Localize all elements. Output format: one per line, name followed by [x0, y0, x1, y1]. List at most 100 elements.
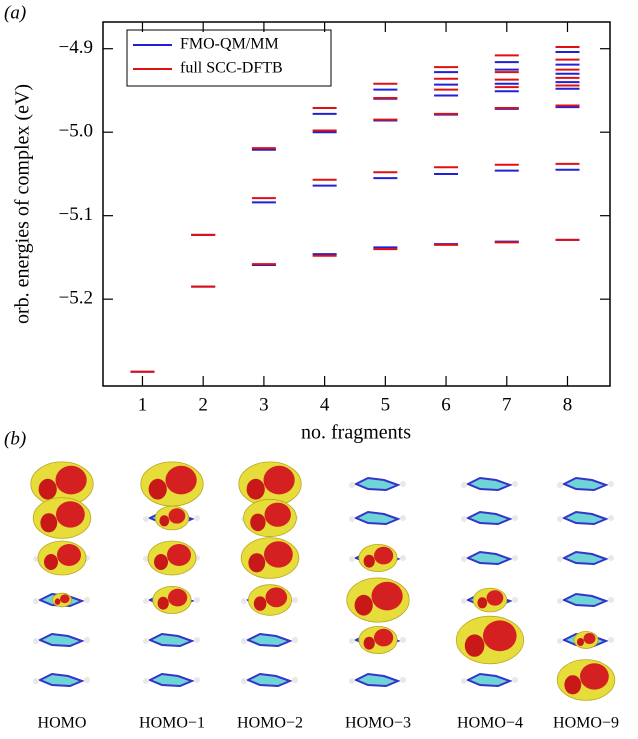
orbital-lobe [167, 544, 191, 566]
orbital [455, 615, 524, 665]
atom [512, 555, 518, 561]
molecule-ring [353, 510, 401, 526]
orbital-lobe [248, 553, 266, 573]
atom [512, 677, 518, 683]
x-tick-label: 4 [320, 394, 330, 415]
molecule [461, 476, 518, 492]
orbital [147, 540, 197, 576]
atom [608, 637, 614, 643]
x-tick-label: 5 [381, 394, 391, 415]
orbital-lobe [374, 628, 394, 647]
molecule [33, 632, 90, 648]
panel-label: (b) [4, 428, 26, 449]
orbital-lobe [363, 636, 375, 650]
caption: HOMO [38, 715, 87, 732]
atom [194, 637, 200, 643]
molecule [349, 476, 406, 492]
molecule-ring [37, 632, 85, 648]
orbital-lobe [477, 597, 488, 609]
orbital-lobe [154, 554, 168, 570]
orbital-lobe [374, 546, 394, 565]
orbital-lobe [264, 502, 291, 527]
molecule-ring [561, 476, 609, 492]
atom [512, 515, 518, 521]
y-tick-label: −5.1 [59, 204, 93, 225]
atom [400, 677, 406, 683]
x-tick-label: 6 [441, 394, 451, 415]
molecule [557, 476, 614, 492]
orbital-lobe [483, 620, 517, 652]
molecule-ring [561, 550, 609, 566]
orbital [573, 631, 599, 649]
molecule [349, 672, 406, 688]
orbital [152, 586, 192, 615]
orbital-lobe [371, 581, 403, 611]
orbital-lobe [168, 508, 186, 524]
caption: HOMO−4 [457, 715, 523, 732]
atom [194, 515, 200, 521]
x-tick-label: 3 [259, 394, 269, 415]
atom [241, 678, 247, 684]
atom [84, 597, 90, 603]
caption: HOMO−9 [553, 715, 619, 732]
orbital-lobe [54, 598, 61, 605]
orbital-lobe [60, 594, 70, 604]
orbital-lobe [157, 596, 169, 610]
y-axis-label: orb. energies of complex (eV) [12, 84, 34, 324]
orbital [243, 498, 297, 538]
orbital-lobe [577, 638, 584, 646]
atom [349, 678, 355, 684]
atom [143, 516, 149, 522]
molecule-ring [353, 672, 401, 688]
atom [400, 481, 406, 487]
atom [512, 481, 518, 487]
molecule-ring [37, 672, 85, 688]
orbital [37, 540, 87, 576]
atom [143, 678, 149, 684]
orbital [472, 587, 508, 613]
atom [84, 637, 90, 643]
atom [33, 638, 39, 644]
x-tick-label: 8 [563, 394, 573, 415]
orbital [240, 537, 300, 579]
molecule-ring [465, 510, 513, 526]
atom [84, 677, 90, 683]
x-tick-label: 1 [138, 394, 148, 415]
orbital-lobe [148, 478, 167, 500]
orbital-lobe [246, 478, 265, 500]
orbital [154, 505, 190, 531]
orbital [556, 659, 616, 701]
orbital [247, 584, 292, 616]
legend-box [126, 29, 332, 87]
molecule [557, 550, 614, 566]
atom [292, 677, 298, 683]
orbital-lobe [486, 590, 504, 606]
orbital [140, 461, 204, 507]
atom [512, 597, 518, 603]
plot-frame [102, 21, 611, 387]
atom [194, 677, 200, 683]
caption: HOMO−1 [139, 715, 205, 732]
orbital-lobe [159, 515, 170, 527]
atom [608, 555, 614, 561]
orbital-lobe [44, 554, 58, 570]
panel-label: (a) [4, 2, 26, 23]
y-tick-label: −5.2 [59, 288, 93, 309]
atom [349, 638, 355, 644]
atom [143, 556, 149, 562]
atom [608, 481, 614, 487]
atom [143, 638, 149, 644]
molecule-ring [147, 632, 195, 648]
molecule [33, 672, 90, 688]
molecule [349, 510, 406, 526]
legend-label: full SCC-DFTB [180, 60, 283, 77]
orbital-lobe [264, 541, 293, 568]
atom [143, 598, 149, 604]
atom [461, 516, 467, 522]
atom [461, 482, 467, 488]
molecule-ring [465, 550, 513, 566]
atom [557, 516, 563, 522]
orbital-lobe [40, 513, 58, 533]
molecule-ring [465, 672, 513, 688]
atom [349, 482, 355, 488]
